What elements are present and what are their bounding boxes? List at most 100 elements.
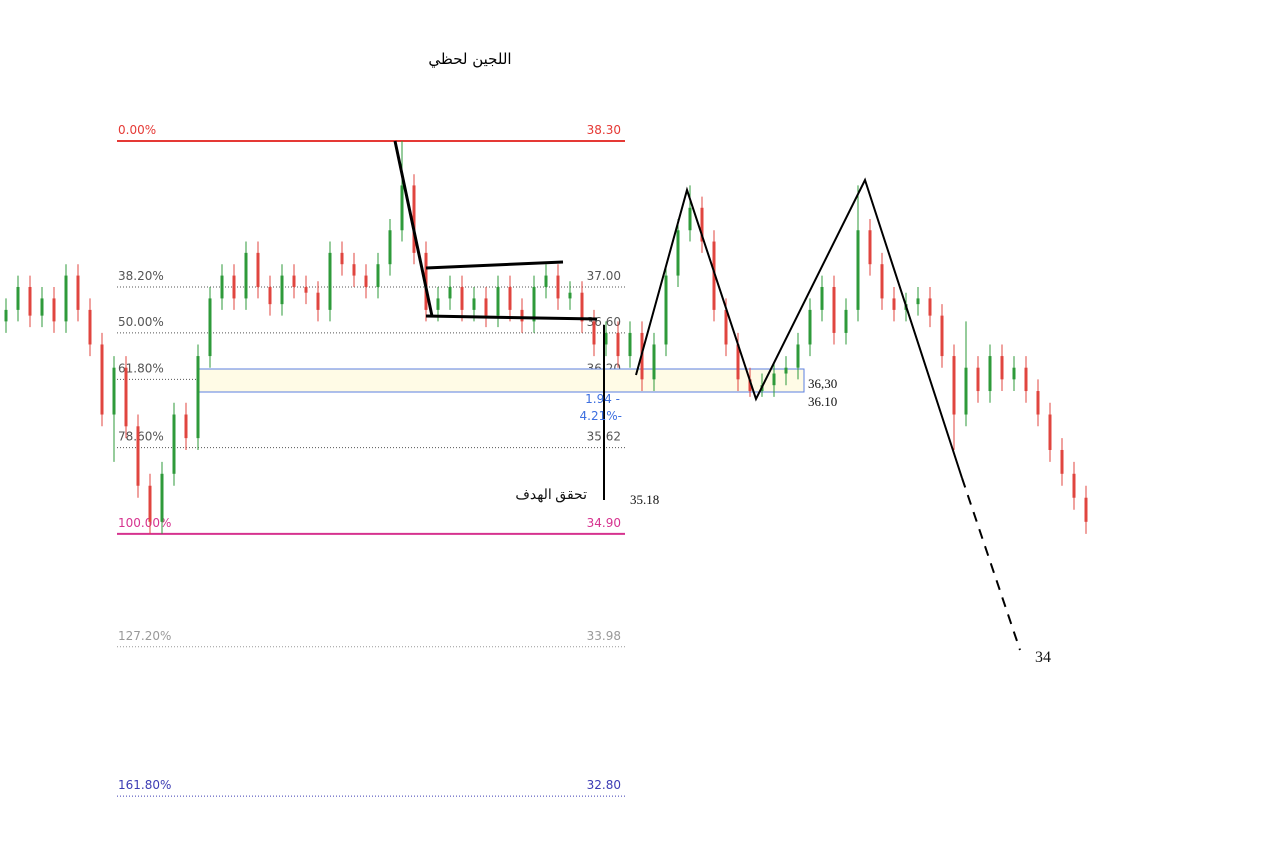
fib-ratio: 100.00% — [118, 516, 171, 530]
candle-body — [496, 286, 500, 316]
candle-body — [880, 264, 884, 299]
candle-body — [472, 298, 476, 310]
candle-body — [736, 344, 740, 380]
candle-body — [100, 344, 104, 415]
candle-body — [88, 309, 92, 345]
annotation: 1.94 - — [585, 392, 620, 406]
support-zone — [198, 368, 805, 393]
candle-body — [712, 241, 716, 310]
candle-body — [844, 309, 848, 333]
candle-body — [136, 426, 140, 486]
flag-bottom — [425, 314, 598, 321]
candle-body — [244, 252, 248, 299]
candle-body — [964, 367, 968, 415]
candle-body — [676, 230, 680, 276]
candle-body — [268, 286, 272, 305]
annotation: 36.10 — [808, 394, 837, 409]
candle-body — [700, 207, 704, 242]
candle-body — [40, 298, 44, 316]
candle-body — [1012, 367, 1016, 380]
candle-body — [1024, 367, 1028, 392]
fib-price: 38.30 — [587, 123, 621, 137]
candle-body — [1072, 473, 1076, 498]
candle-body — [232, 275, 236, 299]
candle-body — [292, 275, 296, 287]
candle-body — [340, 252, 344, 265]
candle-body — [316, 292, 320, 310]
annotation: 34 — [1035, 649, 1051, 666]
fib-ratio: 78.60% — [118, 430, 164, 444]
candle-body — [544, 275, 548, 287]
flag-top — [425, 260, 564, 270]
candle-body — [568, 292, 572, 299]
candle-body — [928, 298, 932, 316]
fib-ratio: 0.00% — [118, 123, 156, 137]
candle-body — [64, 275, 68, 322]
candle-body — [772, 373, 776, 386]
candle-body — [304, 286, 308, 293]
candles — [4, 141, 1088, 534]
candle-body — [808, 309, 812, 345]
double-top — [635, 177, 963, 479]
candle-body — [76, 275, 80, 310]
candle-body — [328, 252, 332, 310]
fib-ratio: 161.80% — [118, 778, 171, 792]
fib-ratio: 127.20% — [118, 629, 171, 643]
fib-ratio: 61.80% — [118, 361, 164, 375]
candle-body — [748, 379, 752, 392]
candle-body — [52, 298, 56, 322]
candle-body — [652, 344, 656, 380]
candle-body — [172, 414, 176, 474]
candle-body — [724, 309, 728, 345]
fib-ratio: 50.00% — [118, 315, 164, 329]
candle-body — [508, 286, 512, 310]
annotation: تحقق الهدف — [515, 488, 587, 503]
candle-body — [460, 286, 464, 310]
candle-body — [484, 298, 488, 316]
annotation: 35.18 — [630, 492, 659, 507]
candle-body — [592, 321, 596, 345]
projection — [961, 477, 1021, 651]
candle-body — [16, 286, 20, 310]
pattern-lines — [393, 140, 1021, 651]
candle-body — [628, 332, 632, 357]
candle-body — [436, 298, 440, 310]
candle-body — [184, 414, 188, 439]
candle-body — [388, 230, 392, 265]
candle-body — [256, 252, 260, 287]
candle-body — [556, 275, 560, 299]
candle-body — [160, 473, 164, 522]
flag-pole — [393, 140, 434, 317]
candle-body — [916, 298, 920, 305]
candle-body — [376, 264, 380, 287]
candle-body — [1084, 497, 1088, 522]
candle-body — [4, 309, 8, 322]
candle-body — [520, 309, 524, 322]
candle-body — [1048, 414, 1052, 450]
candle-body — [892, 298, 896, 310]
candle-body — [940, 315, 944, 357]
candle-body — [280, 275, 284, 305]
candle-body — [580, 292, 584, 322]
candle-body — [364, 275, 368, 287]
fib-price: 33.98 — [587, 629, 621, 643]
candle-body — [196, 356, 200, 439]
candle-body — [796, 344, 800, 368]
candle-body — [352, 264, 356, 276]
candle-body — [784, 367, 788, 374]
candle-body — [952, 356, 956, 415]
fib-price: 37.00 — [587, 269, 621, 283]
fib-ratio: 38.20% — [118, 269, 164, 283]
candle-body — [820, 286, 824, 310]
chart-title: اللجين لحظي — [428, 50, 511, 69]
annotation: 36,30 — [808, 376, 837, 391]
candle-body — [856, 230, 860, 310]
candle-body — [868, 230, 872, 265]
candle-body — [1036, 391, 1040, 415]
candle-body — [124, 367, 128, 427]
annotation: 4.21%- — [580, 409, 622, 423]
candle-body — [988, 356, 992, 392]
candle-body — [1000, 356, 1004, 380]
